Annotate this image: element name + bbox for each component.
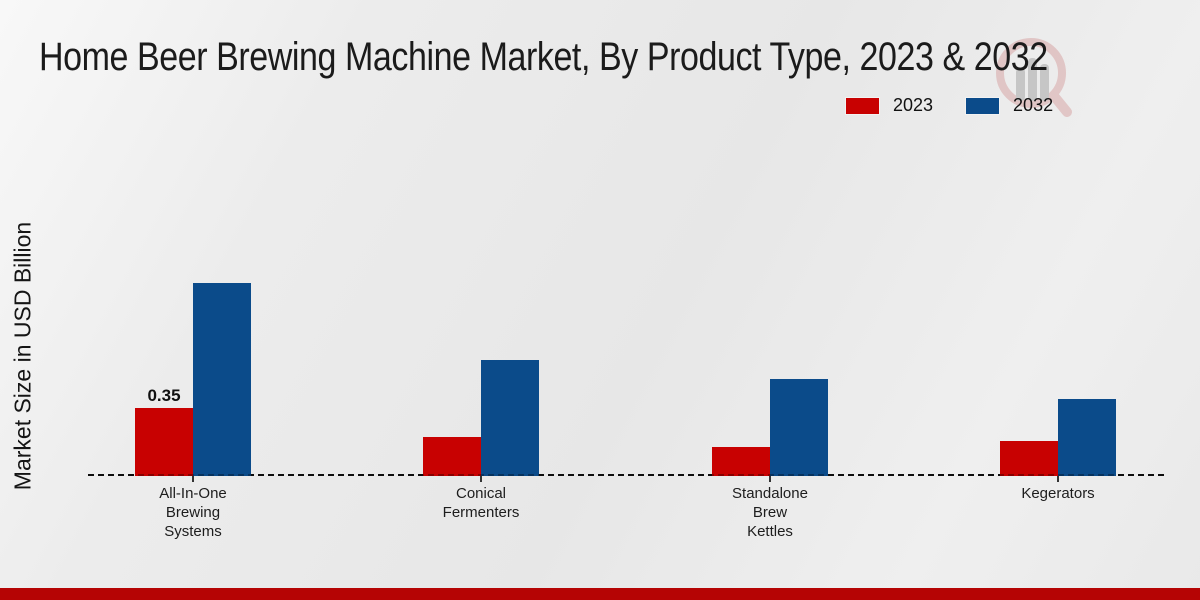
bar-value-label: 0.35 (147, 386, 181, 405)
category-label: All-In-One Brewing Systems (159, 485, 227, 540)
legend: 2023 2032 (845, 95, 1053, 116)
legend-item-2023: 2023 (845, 95, 933, 116)
legend-label-2023: 2023 (893, 95, 934, 115)
legend-swatch-2023 (845, 96, 880, 115)
chart-title: Home Beer Brewing Machine Market, By Pro… (39, 35, 1048, 79)
legend-item-2032: 2032 (965, 95, 1053, 116)
legend-label-2032: 2032 (1013, 95, 1054, 115)
footer-stripe (0, 588, 1200, 600)
watermark-logo-icon (996, 38, 1072, 117)
x-axis-line (88, 474, 1164, 476)
legend-swatch-2032 (965, 96, 1001, 115)
x-axis-tick (769, 476, 771, 482)
x-axis-tick (480, 476, 482, 482)
x-axis-line-overlay (88, 474, 1164, 476)
bar-2032-category-3 (1058, 399, 1116, 476)
bar-2032-category-1 (481, 360, 539, 476)
bar-2023-category-3 (1000, 441, 1058, 476)
bar-2032-category-0 (193, 283, 251, 476)
bar-2032-category-2 (770, 379, 828, 476)
bar-2023-category-1 (423, 437, 481, 476)
category-label: Kegerators (1021, 485, 1095, 502)
x-axis-tick (192, 476, 194, 482)
y-axis-label: Market Size in USD Billion (9, 221, 36, 491)
category-label: Conical Fermenters (442, 485, 520, 521)
bar-2023-category-0 (135, 408, 193, 476)
x-axis-tick (1057, 476, 1059, 482)
category-label: Standalone Brew Kettles (732, 485, 808, 540)
bar-2023-category-2 (712, 447, 770, 476)
